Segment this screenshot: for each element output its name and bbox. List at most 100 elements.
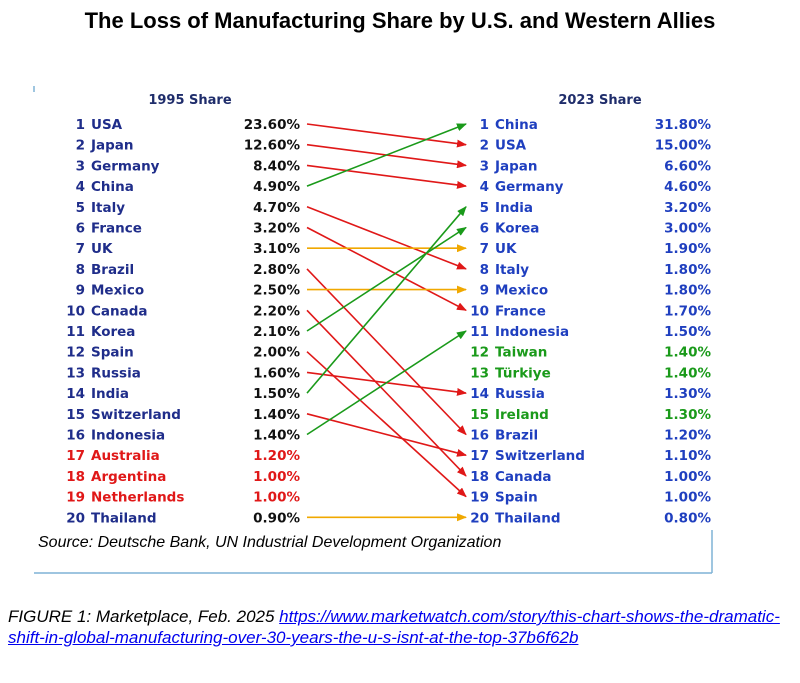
right-country: Thailand — [495, 510, 561, 526]
right-rank: 19 — [470, 490, 489, 506]
right-rank: 4 — [480, 179, 489, 195]
left-country: Japan — [90, 138, 134, 154]
left-share: 2.80% — [253, 262, 300, 278]
rank-change-arrow — [306, 206, 467, 270]
rank-change-arrow — [306, 351, 467, 498]
left-country: Korea — [91, 324, 135, 340]
left-rank: 15 — [66, 407, 85, 423]
right-share: 1.20% — [664, 428, 711, 444]
caption-link[interactable]: https://www.marketwatch.com/story/this-c… — [8, 607, 780, 647]
right-rank: 18 — [470, 469, 489, 485]
left-share: 4.90% — [253, 179, 300, 195]
left-share: 2.50% — [253, 283, 300, 299]
left-rank: 13 — [66, 365, 85, 381]
right-country: Japan — [494, 158, 538, 174]
left-column: 1 USA 23.60% 2 Japan 12.60% 3 Germany 8.40% 4 Chin… — [66, 117, 300, 526]
right-share: 1.80% — [664, 262, 711, 278]
left-share: 0.90% — [253, 510, 300, 526]
left-share: 1.40% — [253, 407, 300, 423]
right-share: 1.40% — [664, 365, 711, 381]
right-country: Ireland — [495, 407, 549, 423]
right-rank: 16 — [470, 428, 489, 444]
left-rank: 6 — [76, 221, 85, 237]
left-rank: 12 — [66, 345, 85, 361]
left-country: Canada — [91, 303, 148, 319]
right-share: 1.30% — [664, 407, 711, 423]
left-share: 1.00% — [253, 469, 300, 485]
left-rank: 5 — [76, 200, 85, 216]
right-country: Germany — [495, 179, 564, 195]
left-share: 1.60% — [253, 365, 300, 381]
figure-caption: FIGURE 1: Marketplace, Feb. 2025 https:/… — [8, 606, 792, 648]
right-country: Brazil — [495, 428, 538, 444]
rank-change-arrow — [306, 123, 467, 187]
right-share: 1.90% — [664, 241, 711, 257]
left-country: Germany — [91, 158, 160, 174]
rank-change-arrow — [306, 123, 467, 148]
left-share: 2.20% — [253, 303, 300, 319]
left-country: Mexico — [91, 283, 144, 299]
left-share: 2.10% — [253, 324, 300, 340]
right-share: 1.00% — [664, 490, 711, 506]
left-rank: 19 — [66, 490, 85, 506]
left-country: Thailand — [91, 510, 157, 526]
right-rank: 13 — [470, 365, 489, 381]
slope-chart: 1995 Share 2023 Share 1 USA 23.60%2 Japan 12… — [33, 86, 713, 574]
left-header: 1995 Share — [148, 93, 232, 108]
left-country: Spain — [91, 345, 134, 361]
right-share: 1.00% — [664, 469, 711, 485]
right-share: 3.20% — [664, 200, 711, 216]
right-rank: 11 — [470, 324, 489, 340]
right-country: Switzerland — [495, 448, 585, 464]
left-share: 23.60% — [244, 117, 301, 133]
left-share: 1.40% — [253, 428, 300, 444]
source-note: Source: Deutsche Bank, UN Industrial Dev… — [38, 534, 501, 551]
right-country: Indonesia — [495, 324, 569, 340]
right-share: 1.80% — [664, 283, 711, 299]
right-rank: 15 — [470, 407, 489, 423]
left-country: India — [91, 386, 129, 402]
left-share: 12.60% — [244, 138, 301, 154]
left-country: USA — [91, 117, 123, 133]
right-rank: 10 — [470, 303, 489, 319]
left-rank: 8 — [76, 262, 85, 278]
left-rank: 4 — [76, 179, 85, 195]
right-rank: 6 — [480, 221, 489, 237]
left-rank: 18 — [66, 469, 85, 485]
right-country: India — [495, 200, 533, 216]
right-share: 31.80% — [655, 117, 712, 133]
left-rank: 20 — [66, 510, 85, 526]
caption-prefix: FIGURE 1: Marketplace, Feb. 2025 — [8, 607, 280, 626]
arrows-layer — [306, 123, 467, 522]
rank-change-arrow — [306, 330, 467, 436]
left-country: Indonesia — [91, 428, 165, 444]
right-country: China — [495, 117, 538, 133]
right-rank: 14 — [470, 386, 489, 402]
right-country: Korea — [495, 221, 539, 237]
right-rank: 9 — [480, 283, 489, 299]
right-rank: 20 — [470, 510, 489, 526]
right-column: 1 China 31.80% 2 USA 15.00% 3 Japan 6.60% 4 German… — [470, 117, 711, 526]
rank-change-arrow — [306, 226, 467, 332]
right-share: 1.10% — [664, 448, 711, 464]
left-rank: 16 — [66, 428, 85, 444]
left-rank: 10 — [66, 303, 85, 319]
left-country: France — [91, 221, 142, 237]
right-rank: 12 — [470, 345, 489, 361]
left-rank: 2 — [76, 138, 85, 154]
rank-change-arrow — [306, 226, 467, 312]
right-share: 1.30% — [664, 386, 711, 402]
left-country: Russia — [91, 365, 141, 381]
left-rank: 7 — [76, 241, 85, 257]
rank-change-arrow — [306, 413, 467, 457]
right-share: 3.00% — [664, 221, 711, 237]
right-rank: 2 — [480, 138, 489, 154]
left-rank: 3 — [76, 158, 85, 174]
right-country: Taiwan — [495, 345, 547, 361]
left-share: 1.00% — [253, 490, 300, 506]
right-country: France — [495, 303, 546, 319]
left-rank: 1 — [76, 117, 85, 133]
rank-change-arrow — [306, 268, 467, 436]
left-country: Brazil — [91, 262, 134, 278]
right-country: USA — [495, 138, 527, 154]
